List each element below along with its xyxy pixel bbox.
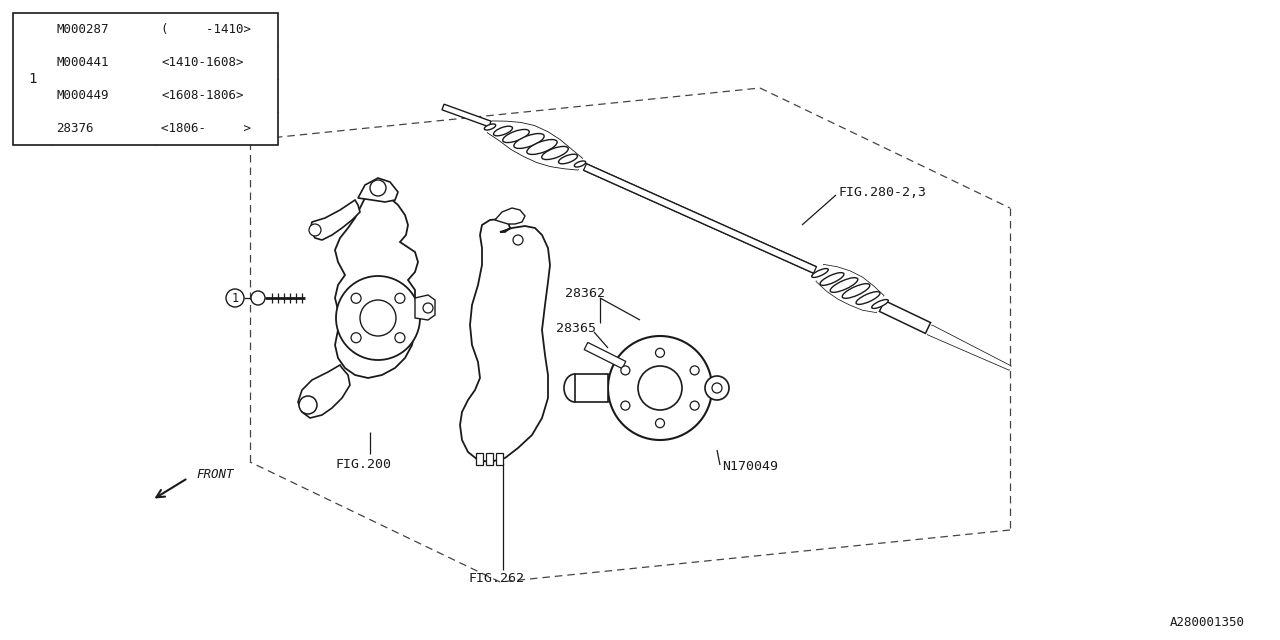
Polygon shape: [488, 122, 582, 170]
Circle shape: [513, 235, 524, 245]
Polygon shape: [495, 208, 525, 224]
Circle shape: [637, 366, 682, 410]
Ellipse shape: [621, 366, 630, 375]
Circle shape: [227, 289, 244, 307]
Text: M000441: M000441: [56, 56, 109, 69]
Ellipse shape: [503, 129, 529, 143]
Polygon shape: [460, 219, 550, 462]
Text: A280001350: A280001350: [1170, 616, 1245, 628]
Ellipse shape: [558, 154, 577, 164]
Text: 1: 1: [28, 72, 36, 86]
Polygon shape: [879, 301, 931, 333]
Circle shape: [337, 276, 420, 360]
Polygon shape: [486, 453, 493, 465]
Text: <1608-1806>: <1608-1806>: [161, 89, 243, 102]
Ellipse shape: [575, 161, 586, 167]
Ellipse shape: [820, 273, 844, 285]
Ellipse shape: [872, 300, 888, 308]
Polygon shape: [584, 342, 626, 369]
Text: <1806-     >: <1806- >: [161, 122, 251, 135]
Ellipse shape: [690, 401, 699, 410]
Text: FIG.280-2,3: FIG.280-2,3: [838, 186, 925, 198]
Circle shape: [351, 333, 361, 343]
Polygon shape: [442, 104, 492, 127]
Polygon shape: [335, 195, 419, 378]
Ellipse shape: [842, 284, 870, 298]
Circle shape: [396, 293, 404, 303]
Circle shape: [19, 66, 45, 92]
Circle shape: [608, 336, 712, 440]
Text: 28365: 28365: [556, 321, 596, 335]
Polygon shape: [476, 237, 534, 438]
Polygon shape: [310, 200, 360, 240]
Ellipse shape: [690, 366, 699, 375]
Polygon shape: [358, 178, 398, 202]
Ellipse shape: [527, 140, 557, 154]
Circle shape: [308, 224, 321, 236]
Polygon shape: [575, 374, 608, 402]
Text: 28376: 28376: [56, 122, 93, 135]
Polygon shape: [817, 265, 883, 312]
Circle shape: [351, 293, 361, 303]
Circle shape: [705, 376, 730, 400]
Text: (     -1410>: ( -1410>: [161, 23, 251, 36]
Text: FIG.200: FIG.200: [335, 458, 390, 470]
Circle shape: [300, 396, 317, 414]
Polygon shape: [298, 365, 349, 418]
Circle shape: [712, 383, 722, 393]
Circle shape: [422, 303, 433, 313]
Circle shape: [251, 291, 265, 305]
Polygon shape: [584, 164, 817, 273]
Ellipse shape: [655, 419, 664, 428]
Circle shape: [396, 333, 404, 343]
Polygon shape: [476, 453, 483, 465]
Ellipse shape: [513, 134, 544, 148]
Ellipse shape: [484, 124, 495, 130]
Ellipse shape: [831, 278, 858, 292]
Ellipse shape: [655, 348, 664, 357]
Polygon shape: [928, 326, 1011, 370]
Text: M000449: M000449: [56, 89, 109, 102]
Polygon shape: [415, 295, 435, 320]
Text: FIG.262: FIG.262: [468, 573, 524, 586]
Polygon shape: [13, 13, 278, 145]
Text: 28362: 28362: [564, 287, 605, 300]
Text: FRONT: FRONT: [196, 468, 233, 481]
Text: <1410-1608>: <1410-1608>: [161, 56, 243, 69]
Ellipse shape: [621, 401, 630, 410]
Text: N170049: N170049: [722, 461, 778, 474]
Ellipse shape: [856, 292, 879, 305]
Polygon shape: [497, 453, 503, 465]
Text: M000287: M000287: [56, 23, 109, 36]
Ellipse shape: [812, 269, 828, 278]
Ellipse shape: [541, 147, 568, 159]
Circle shape: [360, 300, 396, 336]
Ellipse shape: [494, 126, 512, 136]
Circle shape: [370, 180, 387, 196]
Text: 1: 1: [232, 291, 238, 305]
